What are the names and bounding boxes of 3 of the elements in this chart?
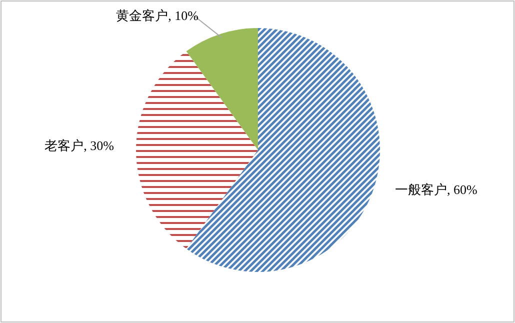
slice-label: 黄金客户, 10% <box>115 7 200 24</box>
slice-label: 一般客户, 60% <box>394 181 478 198</box>
slice-label: 老客户, 30% <box>44 137 114 154</box>
